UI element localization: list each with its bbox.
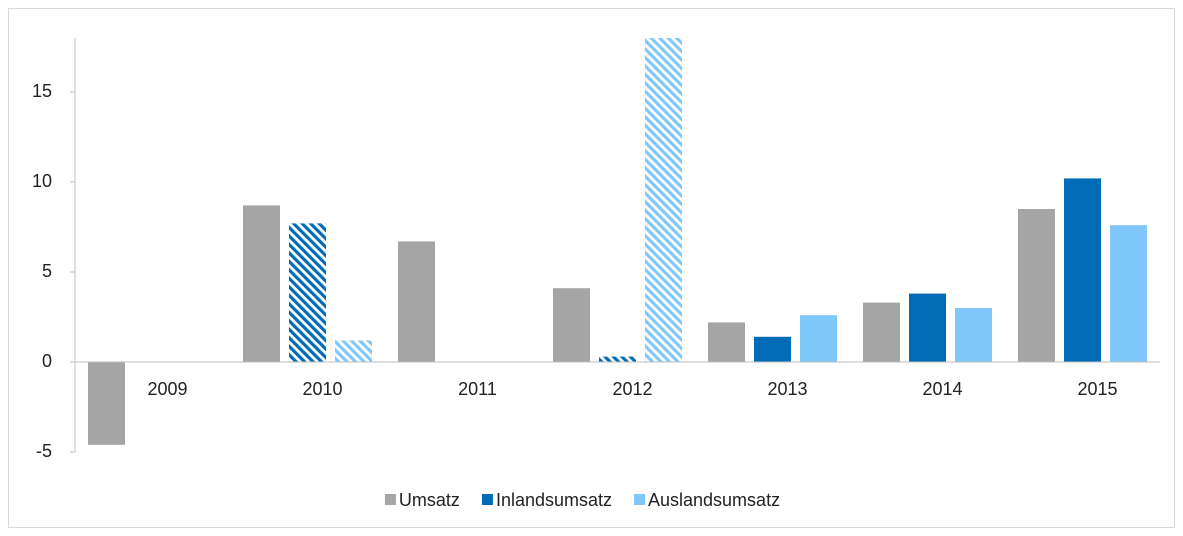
chart-frame xyxy=(8,8,1175,528)
x-tick-label: 2010 xyxy=(302,379,342,399)
x-tick-label: 2012 xyxy=(612,379,652,399)
bar xyxy=(1110,225,1147,362)
bar xyxy=(335,340,372,362)
bar xyxy=(800,315,837,362)
bar xyxy=(909,293,946,362)
bar xyxy=(754,336,791,362)
x-tick-label: 2014 xyxy=(922,379,962,399)
bar xyxy=(863,302,900,362)
bar xyxy=(1064,178,1101,362)
legend-swatch xyxy=(384,494,396,505)
bar xyxy=(599,356,636,362)
y-tick-label: 5 xyxy=(42,261,52,281)
legend-swatch xyxy=(634,494,645,505)
bar xyxy=(708,322,745,362)
legend-label: Auslandsumsatz xyxy=(648,490,780,510)
legend-label: Umsatz xyxy=(399,490,460,510)
legend: Umsatz Inlandsumsatz Auslandsumsatz xyxy=(384,490,780,510)
bar xyxy=(1018,209,1055,362)
y-tick-label: -5 xyxy=(36,441,52,461)
y-tick-label: 10 xyxy=(32,171,52,191)
legend-label: Inlandsumsatz xyxy=(496,490,612,510)
legend-swatch xyxy=(481,494,493,505)
y-tick-label: 15 xyxy=(32,81,52,101)
bar xyxy=(243,205,280,362)
y-tick-label: 0 xyxy=(42,351,52,371)
bar xyxy=(553,288,590,362)
x-tick-label: 2013 xyxy=(767,379,807,399)
bar xyxy=(645,38,682,362)
bar xyxy=(398,241,435,362)
x-tick-label: 2011 xyxy=(458,379,497,399)
x-tick-label: 2009 xyxy=(147,379,187,399)
x-tick-label: 2015 xyxy=(1077,379,1117,399)
bar xyxy=(88,362,125,445)
bar xyxy=(955,308,992,362)
bar xyxy=(289,223,326,362)
